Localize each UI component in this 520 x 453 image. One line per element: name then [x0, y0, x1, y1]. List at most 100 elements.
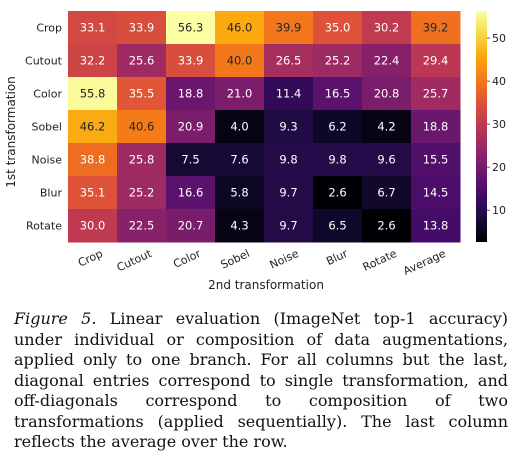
- caption-label: Figure 5.: [14, 309, 97, 328]
- heatmap-cell-blur-color: [166, 176, 216, 210]
- heatmap-cell-sobel-sobel: [215, 110, 265, 144]
- heatmap-cell-color-sobel: [215, 77, 265, 111]
- heatmap-cell-noise-noise: [264, 143, 314, 177]
- cell-value-label: 18.8: [423, 120, 449, 134]
- heatmap-cell-crop-blur: [313, 11, 363, 45]
- cell-value-label: 7.5: [181, 153, 199, 167]
- x-axis-title: 2nd transformation: [208, 278, 324, 292]
- cell-value-label: 30.0: [80, 219, 106, 233]
- figure-caption: Figure 5. Linear evaluation (ImageNet to…: [14, 309, 508, 453]
- heatmap-cell-noise-blur: [313, 143, 363, 177]
- x-tick-crop: Crop: [76, 247, 105, 270]
- cell-value-label: 55.8: [80, 87, 106, 101]
- cell-value-label: 26.5: [276, 54, 302, 68]
- heatmap-cell-noise-cutout: [117, 143, 167, 177]
- cell-value-label: 21.0: [227, 87, 253, 101]
- cell-value-label: 40.6: [129, 120, 155, 134]
- heatmap-cell-crop-rotate: [362, 11, 412, 45]
- cell-value-label: 16.5: [325, 87, 351, 101]
- x-tick-labels: Crop Cutout Color Sobel Noise Blur Rotate Avera…: [76, 247, 448, 278]
- heatmap-cell-color-cutout: [117, 77, 167, 111]
- heatmap-cell-color-rotate: [362, 77, 412, 111]
- cell-value-label: 6.5: [328, 219, 346, 233]
- cell-value-label: 9.8: [279, 153, 297, 167]
- cell-value-label: 20.8: [374, 87, 400, 101]
- cell-value-label: 9.6: [377, 153, 395, 167]
- y-tick-labels: Crop Cutout Color Sobel Noise Blur Rotate: [25, 22, 63, 233]
- cell-value-label: 13.8: [423, 219, 449, 233]
- colorbar-tick-label: 30: [492, 118, 506, 131]
- cell-value-label: 4.0: [230, 120, 248, 134]
- y-tick-sobel: Sobel: [31, 121, 62, 134]
- y-tick-blur: Blur: [40, 187, 63, 200]
- cell-value-label: 25.8: [129, 153, 155, 167]
- heatmap-cell-sobel-blur: [313, 110, 363, 144]
- cell-value-label: 38.8: [80, 153, 106, 167]
- y-tick-crop: Crop: [36, 22, 62, 35]
- heatmap-cell-crop-sobel: [215, 11, 265, 45]
- cell-value-label: 25.2: [129, 186, 155, 200]
- heatmap-cell-rotate-color: [166, 209, 216, 243]
- heatmap-cell-blur-average: [411, 176, 461, 210]
- cell-value-label: 6.2: [328, 120, 346, 134]
- cell-value-label: 39.2: [423, 21, 449, 35]
- heatmap-cell-blur-noise: [264, 176, 314, 210]
- heatmap-cell-color-noise: [264, 77, 314, 111]
- heatmap-cell-rotate-crop: [68, 209, 118, 243]
- heatmap-cell-noise-rotate: [362, 143, 412, 177]
- cell-value-label: 4.2: [377, 120, 395, 134]
- heatmap-value-labels: 33.1 33.9 56.3 46.0 39.9 35.0 30.2 39.2 32.2 25.6…: [80, 21, 449, 233]
- cell-value-label: 46.2: [80, 120, 106, 134]
- heatmap-cell-noise-color: [166, 143, 216, 177]
- cell-value-label: 20.9: [178, 120, 204, 134]
- x-tick-noise: Noise: [268, 247, 301, 272]
- y-tick-color: Color: [33, 88, 62, 101]
- y-axis-title: 1st transformation: [4, 76, 18, 188]
- heatmap-cell-cutout-blur: [313, 44, 363, 78]
- y-tick-noise: Noise: [31, 154, 62, 167]
- cell-value-label: 20.7: [178, 219, 204, 233]
- heatmap-cell-cutout-sobel: [215, 44, 265, 78]
- cell-value-label: 46.0: [227, 21, 253, 35]
- heatmap-cell-crop-average: [411, 11, 461, 45]
- x-tick-rotate: Rotate: [361, 247, 399, 274]
- heatmap-cell-crop-color: [166, 11, 216, 45]
- heatmap-cell-blur-rotate: [362, 176, 412, 210]
- heatmap-cell-rotate-noise: [264, 209, 314, 243]
- cell-value-label: 35.5: [129, 87, 155, 101]
- heatmap-cell-rotate-average: [411, 209, 461, 243]
- cell-value-label: 25.6: [129, 54, 155, 68]
- cell-value-label: 11.4: [276, 87, 302, 101]
- cell-value-label: 4.3: [230, 219, 248, 233]
- heatmap-cell-sobel-average: [411, 110, 461, 144]
- heatmap-cell-noise-sobel: [215, 143, 265, 177]
- cell-value-label: 22.4: [374, 54, 400, 68]
- cell-value-label: 9.7: [279, 186, 297, 200]
- heatmap-cell-cutout-color: [166, 44, 216, 78]
- heatmap-cells: [68, 11, 461, 243]
- cell-value-label: 16.6: [178, 186, 204, 200]
- cell-value-label: 9.3: [279, 120, 297, 134]
- heatmap-cell-color-blur: [313, 77, 363, 111]
- heatmap-cell-sobel-color: [166, 110, 216, 144]
- x-tick-average: Average: [401, 247, 448, 278]
- heatmap-cell-blur-cutout: [117, 176, 167, 210]
- heatmap-cell-rotate-cutout: [117, 209, 167, 243]
- y-tick-rotate: Rotate: [26, 220, 62, 233]
- cell-value-label: 40.0: [227, 54, 253, 68]
- cell-value-label: 9.8: [328, 153, 346, 167]
- cell-value-label: 14.5: [423, 186, 449, 200]
- heatmap-cell-noise-crop: [68, 143, 118, 177]
- colorbar-ticks: 10 20 30 40 50: [487, 32, 506, 217]
- cell-value-label: 35.0: [325, 21, 351, 35]
- cell-value-label: 18.8: [178, 87, 204, 101]
- heatmap-cell-color-average: [411, 77, 461, 111]
- caption-text: Linear evaluation (ImageNet top-1 accura…: [14, 309, 509, 451]
- heatmap-cell-crop-cutout: [117, 11, 167, 45]
- cell-value-label: 7.6: [230, 153, 248, 167]
- cell-value-label: 29.4: [423, 54, 449, 68]
- cell-value-label: 35.1: [80, 186, 106, 200]
- cell-value-label: 30.2: [374, 21, 400, 35]
- cell-value-label: 39.9: [276, 21, 302, 35]
- colorbar-tick-label: 10: [492, 204, 506, 217]
